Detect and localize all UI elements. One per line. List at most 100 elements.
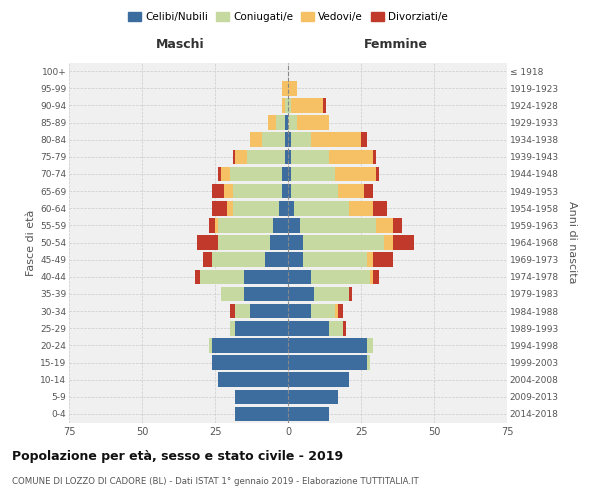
Bar — [218, 235, 271, 250]
Bar — [329, 321, 343, 336]
Bar — [218, 372, 288, 387]
Bar — [311, 270, 370, 284]
Bar — [376, 218, 393, 232]
Bar — [288, 98, 291, 112]
Bar — [364, 184, 373, 198]
Bar — [338, 184, 364, 198]
Bar — [329, 150, 373, 164]
Bar — [227, 201, 233, 216]
Bar — [265, 252, 288, 267]
Y-axis label: Fasce di età: Fasce di età — [26, 210, 36, 276]
Bar — [288, 372, 349, 387]
Bar — [291, 132, 311, 147]
Bar — [200, 270, 244, 284]
Bar — [393, 235, 413, 250]
Bar — [302, 235, 385, 250]
Bar — [288, 406, 329, 421]
Bar — [212, 338, 288, 352]
Bar — [215, 218, 218, 232]
Bar — [393, 218, 402, 232]
Bar — [288, 150, 291, 164]
Bar — [285, 115, 288, 130]
Bar — [297, 115, 329, 130]
Bar — [349, 286, 352, 301]
Legend: Celibi/Nubili, Coniugati/e, Vedovi/e, Divorziati/e: Celibi/Nubili, Coniugati/e, Vedovi/e, Di… — [124, 8, 452, 26]
Bar — [311, 304, 335, 318]
Bar — [197, 235, 218, 250]
Bar — [288, 252, 302, 267]
Bar — [288, 115, 297, 130]
Bar — [235, 390, 288, 404]
Bar — [291, 184, 338, 198]
Bar — [212, 184, 224, 198]
Bar — [373, 201, 387, 216]
Bar — [235, 406, 288, 421]
Bar — [212, 355, 288, 370]
Bar — [291, 150, 329, 164]
Bar — [343, 321, 346, 336]
Bar — [288, 270, 311, 284]
Bar — [285, 132, 288, 147]
Bar — [294, 201, 349, 216]
Text: Maschi: Maschi — [155, 38, 204, 51]
Bar — [311, 132, 361, 147]
Bar — [335, 166, 376, 181]
Bar — [224, 184, 233, 198]
Bar — [291, 166, 335, 181]
Bar — [230, 166, 282, 181]
Text: COMUNE DI LOZZO DI CADORE (BL) - Dati ISTAT 1° gennaio 2019 - Elaborazione TUTTI: COMUNE DI LOZZO DI CADORE (BL) - Dati IS… — [12, 478, 419, 486]
Bar — [218, 166, 221, 181]
Bar — [282, 184, 288, 198]
Bar — [288, 390, 338, 404]
Bar — [288, 304, 311, 318]
Bar — [235, 321, 288, 336]
Bar — [288, 235, 302, 250]
Bar — [279, 201, 288, 216]
Bar — [288, 355, 367, 370]
Bar — [367, 355, 370, 370]
Bar — [221, 286, 244, 301]
Bar — [244, 270, 288, 284]
Bar — [288, 321, 329, 336]
Bar — [274, 218, 288, 232]
Bar — [209, 338, 212, 352]
Text: Popolazione per età, sesso e stato civile - 2019: Popolazione per età, sesso e stato civil… — [12, 450, 343, 463]
Bar — [235, 150, 247, 164]
Bar — [230, 304, 235, 318]
Bar — [361, 132, 367, 147]
Bar — [314, 286, 349, 301]
Bar — [262, 132, 285, 147]
Bar — [203, 252, 212, 267]
Bar — [233, 150, 235, 164]
Bar — [323, 98, 326, 112]
Bar — [288, 132, 291, 147]
Bar — [250, 304, 288, 318]
Bar — [218, 218, 274, 232]
Text: Femmine: Femmine — [364, 38, 428, 51]
Bar — [338, 304, 343, 318]
Bar — [233, 201, 279, 216]
Bar — [282, 166, 288, 181]
Bar — [302, 252, 367, 267]
Bar — [277, 115, 285, 130]
Bar — [194, 270, 200, 284]
Bar — [349, 201, 373, 216]
Y-axis label: Anni di nascita: Anni di nascita — [568, 201, 577, 284]
Bar — [285, 150, 288, 164]
Bar — [288, 286, 314, 301]
Bar — [233, 184, 282, 198]
Bar — [247, 150, 285, 164]
Bar — [230, 321, 235, 336]
Bar — [288, 218, 299, 232]
Bar — [221, 166, 230, 181]
Bar — [209, 218, 215, 232]
Bar — [376, 166, 379, 181]
Bar — [244, 286, 288, 301]
Bar — [373, 270, 379, 284]
Bar — [282, 81, 288, 96]
Bar — [370, 270, 373, 284]
Bar — [285, 98, 288, 112]
Bar — [271, 235, 288, 250]
Bar — [288, 166, 291, 181]
Bar — [373, 150, 376, 164]
